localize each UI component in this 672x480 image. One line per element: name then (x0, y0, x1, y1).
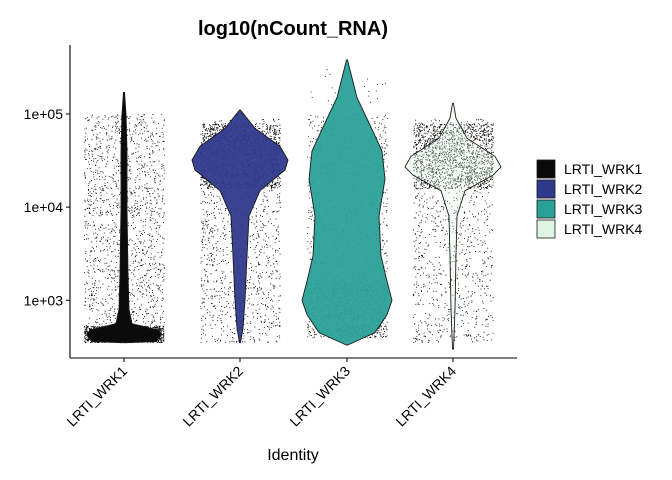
violin-LRTI_WRK3 (301, 59, 393, 346)
points-LRTI_WRK1 (84, 114, 165, 344)
y-tick-label: 1e+04 (24, 199, 64, 215)
legend-label: LRTI_WRK3 (564, 201, 643, 217)
points-LRTI_WRK4 (413, 118, 494, 344)
y-tick-label: 1e+05 (24, 106, 64, 122)
violin-LRTI_WRK2 (191, 109, 289, 344)
x-tick-label: LRTI_WRK4 (392, 363, 459, 430)
legend: LRTI_WRK1 LRTI_WRK2 LRTI_WRK3 LRTI_WRK4 (536, 159, 643, 239)
legend-label: LRTI_WRK1 (564, 161, 643, 177)
x-tick-label: LRTI_WRK1 (63, 363, 130, 430)
violins-layer (86, 59, 502, 350)
x-tick-label: LRTI_WRK2 (179, 363, 246, 430)
violin-LRTI_WRK1 (86, 92, 162, 344)
legend-swatch (536, 199, 556, 219)
jitter-points-LRTI_WRK4 (413, 118, 494, 344)
chart-title: log10(nCount_RNA) (198, 18, 388, 40)
jitter-points-LRTI_WRK1 (84, 114, 165, 344)
jitter-points-layer (84, 68, 494, 344)
x-axis-title: Identity (267, 447, 319, 464)
y-tick-label: 1e+03 (24, 292, 64, 308)
x-tick-label: LRTI_WRK3 (286, 363, 353, 430)
y-axis-ticks: 1e+03 1e+04 1e+05 (24, 106, 70, 308)
legend-label: LRTI_WRK4 (564, 221, 643, 237)
legend-swatch (536, 219, 556, 239)
legend-swatch (536, 179, 556, 199)
legend-label: LRTI_WRK2 (564, 181, 643, 197)
x-axis-ticks: LRTI_WRK1 LRTI_WRK2 LRTI_WRK3 LRTI_WRK4 (63, 358, 459, 430)
legend-swatch (536, 159, 556, 179)
violin-LRTI_WRK4 (404, 102, 502, 350)
